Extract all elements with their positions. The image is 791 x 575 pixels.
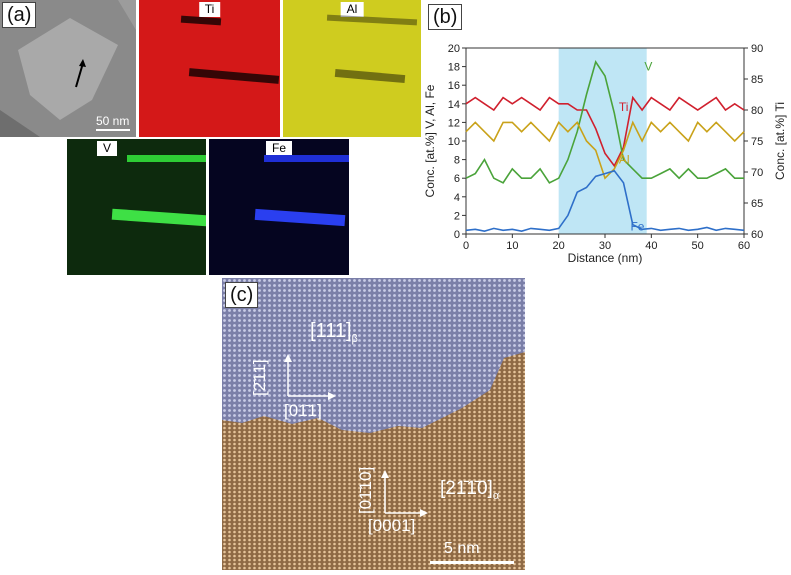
scale-bar-c-label: 5 nm xyxy=(444,540,480,557)
series-label-v: V xyxy=(644,59,652,73)
panel-c-label: (c) xyxy=(225,282,259,308)
hrtem-image: [111]β [2̄11] [01̄1] [21̄1̄0]α [01̄10] [… xyxy=(222,278,525,570)
x-tick-label: 60 xyxy=(738,240,750,252)
y-right-axis-label: Conc. [at.%] Ti xyxy=(773,102,787,180)
y-left-tick-label: 18 xyxy=(448,62,460,74)
series-label-ti: Ti xyxy=(619,100,629,114)
scale-bar-a-label: 50 nm xyxy=(96,114,130,128)
y-right-tick-label: 75 xyxy=(751,136,763,148)
y-right-tick-label: 90 xyxy=(751,43,763,55)
alpha-up-direction: [01̄10] xyxy=(356,466,375,514)
x-tick-label: 30 xyxy=(599,240,611,252)
series-label-al: Al xyxy=(619,152,630,166)
alpha-right-direction: [0001] xyxy=(368,516,416,535)
haadf-image: 50 nm xyxy=(0,0,136,137)
x-tick-label: 20 xyxy=(553,240,565,252)
scale-bar-a xyxy=(96,129,130,131)
ti-map: Ti xyxy=(139,0,280,137)
beta-zone-axis: [111]β xyxy=(310,320,358,345)
y-left-tick-label: 0 xyxy=(454,229,460,241)
y-left-tick-label: 2 xyxy=(454,210,460,222)
y-right-tick-label: 60 xyxy=(751,229,763,241)
series-line-v xyxy=(465,60,744,184)
panel-a-label: (a) xyxy=(2,2,37,28)
y-right-tick-label: 65 xyxy=(751,198,763,210)
y-left-tick-label: 12 xyxy=(448,117,460,129)
fe-map: Fe xyxy=(209,139,349,275)
y-left-tick-label: 14 xyxy=(448,99,460,111)
fe-map-tag: Fe xyxy=(265,141,293,156)
x-tick-label: 50 xyxy=(692,240,704,252)
x-tick-label: 0 xyxy=(463,240,469,252)
y-left-tick-label: 16 xyxy=(448,80,460,92)
panel-b-label: (b) xyxy=(428,4,463,30)
series-line-fe xyxy=(465,169,745,233)
y-left-tick-label: 8 xyxy=(454,155,460,167)
y-right-tick-label: 85 xyxy=(751,74,763,86)
al-map-tag: Al xyxy=(340,2,364,17)
y-right-tick-label: 80 xyxy=(751,105,763,117)
x-tick-label: 40 xyxy=(645,240,657,252)
beta-right-direction: [01̄1] xyxy=(284,401,322,420)
beta-up-direction: [2̄11] xyxy=(250,359,269,396)
v-map: V xyxy=(67,139,206,275)
series-line-ti xyxy=(465,95,745,168)
y-left-tick-label: 20 xyxy=(448,43,460,55)
ti-map-tag: Ti xyxy=(198,2,221,17)
line-chart: 0 10 20 30 40 50 60 0 2 4 6 8 10 12 14 16 18 20 60 65 70 75 80… xyxy=(423,43,787,265)
y-left-axis-label: Conc. [at.%] V, Al, Fe xyxy=(423,84,437,197)
series-label-fe: Fe xyxy=(630,219,644,233)
scale-bar-c xyxy=(430,561,514,564)
series-line-al xyxy=(465,120,745,180)
y-left-tick-label: 4 xyxy=(454,192,460,204)
alpha-zone-axis: [21̄1̄0]α xyxy=(440,478,500,502)
v-map-tag: V xyxy=(97,141,118,156)
x-axis-label: Distance (nm) xyxy=(568,251,643,265)
al-map: Al xyxy=(283,0,421,137)
y-left-tick-label: 10 xyxy=(448,136,460,148)
x-tick-label: 10 xyxy=(506,240,518,252)
y-left-tick-label: 6 xyxy=(454,173,460,185)
y-right-tick-label: 70 xyxy=(751,167,763,179)
